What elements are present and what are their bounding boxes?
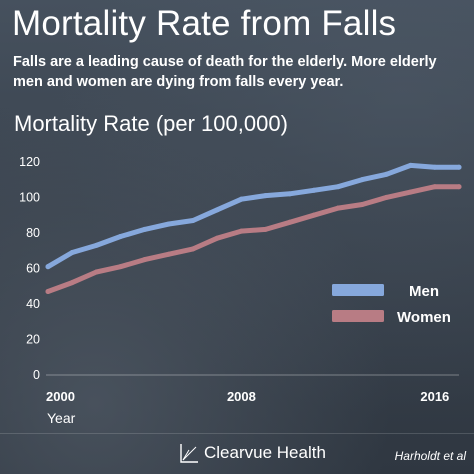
data-point-men	[432, 164, 438, 170]
data-point-men	[311, 187, 317, 193]
chart-title: Mortality Rate (per 100,000)	[14, 111, 288, 136]
data-point-women	[69, 280, 75, 286]
data-point-men	[335, 184, 341, 190]
legend-swatch-women	[332, 310, 384, 322]
legend-swatch-men	[332, 284, 384, 296]
source-citation: Harholdt et al	[394, 449, 466, 463]
footer-divider	[0, 433, 474, 434]
data-point-men	[142, 226, 148, 232]
y-tick-label: 60	[26, 261, 40, 275]
data-point-women	[432, 184, 438, 190]
data-point-men	[383, 171, 389, 177]
brand: Clearvue Health	[178, 442, 326, 464]
data-point-men	[190, 217, 196, 223]
data-point-men	[93, 242, 99, 248]
data-point-men	[408, 162, 414, 168]
legend-label-women: Women	[397, 309, 451, 326]
data-point-women	[359, 202, 365, 208]
data-point-women	[456, 184, 462, 190]
data-point-women	[311, 212, 317, 218]
y-tick-label: 120	[19, 155, 40, 169]
data-point-men	[238, 196, 244, 202]
data-point-women	[287, 219, 293, 225]
data-point-men	[359, 177, 365, 183]
data-point-men	[287, 191, 293, 197]
x-tick-label: 2000	[46, 389, 75, 404]
data-point-men	[166, 221, 172, 227]
data-point-women	[142, 257, 148, 263]
data-point-women	[214, 235, 220, 241]
data-point-women	[190, 246, 196, 252]
data-point-men	[45, 264, 51, 270]
page-subtitle: Falls are a leading cause of death for t…	[13, 54, 437, 90]
page-title: Mortality Rate from Falls	[12, 4, 397, 43]
data-point-women	[383, 194, 389, 200]
legend-label-men: Men	[409, 283, 439, 300]
data-point-women	[263, 226, 269, 232]
data-point-women	[408, 189, 414, 195]
data-point-men	[214, 207, 220, 213]
series-line-women	[45, 184, 462, 294]
data-point-women	[335, 205, 341, 211]
data-point-men	[69, 249, 75, 255]
chart-series	[45, 162, 462, 295]
data-point-women	[45, 289, 51, 295]
chart-legend: Men Women	[332, 283, 451, 326]
brand-name: Clearvue Health	[204, 443, 326, 462]
data-point-women	[238, 228, 244, 234]
series-line-men	[45, 162, 462, 270]
x-axis-label: Year	[47, 410, 76, 426]
y-tick-label: 80	[26, 226, 40, 240]
data-point-men	[456, 164, 462, 170]
clearvue-logo-icon	[180, 444, 198, 463]
data-point-women	[93, 269, 99, 275]
chart-axes: 0 20 40 60 80 100 120 2000 2008 2016	[19, 155, 459, 404]
data-point-men	[118, 233, 124, 239]
x-tick-label: 2008	[227, 389, 256, 404]
data-point-women	[118, 264, 124, 270]
data-point-women	[166, 251, 172, 257]
y-tick-label: 40	[26, 297, 40, 311]
y-tick-label: 20	[26, 332, 40, 346]
y-tick-label: 0	[33, 368, 40, 382]
x-tick-label: 2016	[420, 389, 449, 404]
y-tick-label: 100	[19, 190, 40, 204]
data-point-men	[263, 193, 269, 199]
